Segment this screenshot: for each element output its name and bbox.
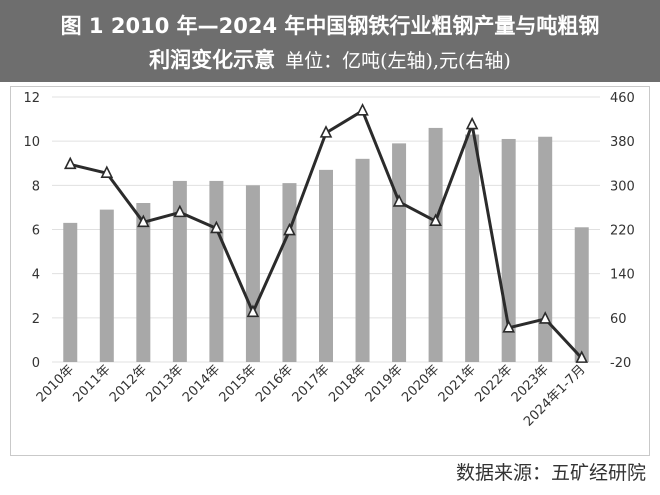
title-bar: 图 1 2010 年—2024 年中国钢铁行业粗钢产量与吨粗钢 利润变化示意 单位… [0,0,660,82]
y-left-tick-label: 12 [23,91,40,106]
profit-point-marker [356,103,369,116]
x-tick-label: 2016年 [253,362,296,405]
profit-point-marker [63,156,77,170]
profit-point-marker [210,220,223,234]
bar [63,222,78,362]
bar [172,180,187,362]
profit-point-marker [538,311,552,324]
source-note: 数据来源：五矿经研院 [455,462,646,484]
y-left-tick-label: 2 [32,312,40,327]
bar [428,127,443,363]
x-tick-label: 2013年 [143,362,186,405]
y-left-tick-label: 6 [32,224,40,239]
y-right-tick-label: 140 [610,268,635,283]
x-tick-label: 2015年 [217,362,260,405]
profit-point-marker [575,350,589,363]
x-tick-label: 2018年 [326,362,369,405]
profit-point-marker [465,116,479,130]
profit-point-marker [502,319,515,333]
bar [245,185,260,362]
x-tick-label: 2017年 [290,362,333,405]
x-tick-label: 2020年 [399,362,442,405]
y-left-tick-label: 0 [32,356,40,371]
profit-point-marker [173,204,187,218]
chart-area: 024681012-20601402203003804602010年2011年2… [23,91,635,430]
y-right-tick-label: 460 [610,91,635,106]
profit-point-marker [100,165,114,178]
bar [538,136,553,362]
x-tick-label: 2011年 [70,362,113,405]
bar [99,209,114,362]
x-tick-label: 2014年 [180,362,223,405]
y-left-tick-label: 10 [23,135,40,150]
unit-label: 单位：亿吨(左轴),元(右轴) [285,50,511,72]
bar [355,158,370,362]
chart-title: 图 1 2010 年—2024 年中国钢铁行业粗钢产量与吨粗钢 [60,14,600,38]
x-tick-label: 2022年 [472,362,515,405]
chart-title-line2: 利润变化示意 单位：亿吨(左轴),元(右轴) [0,44,660,74]
y-right-tick-label: 60 [610,312,627,327]
profit-point-marker [392,194,406,207]
profit-point-marker [137,214,150,228]
y-left-tick-label: 8 [32,179,40,194]
profit-point-marker [319,125,333,138]
y-left-tick-label: 4 [32,268,40,283]
bar [319,169,333,362]
x-tick-label: 2010年 [34,362,77,405]
y-right-tick-label: 380 [610,135,635,150]
x-tick-label: 2019年 [363,362,406,405]
profit-point-marker [246,304,260,318]
bar [136,203,151,362]
bar [574,227,589,362]
x-tick-label: 2021年 [436,362,479,405]
chart-title-continued: 利润变化示意 [149,48,276,72]
x-tick-label: 2012年 [107,362,150,405]
y-right-tick-label: -20 [610,356,631,371]
y-right-tick-label: 300 [610,179,635,194]
profit-point-marker [283,222,296,236]
y-right-tick-label: 220 [610,224,635,239]
bar [209,180,224,362]
profit-point-marker [429,213,442,227]
bar [392,143,407,362]
bar [465,134,480,362]
chart-frame [10,86,650,456]
bar [282,183,297,362]
